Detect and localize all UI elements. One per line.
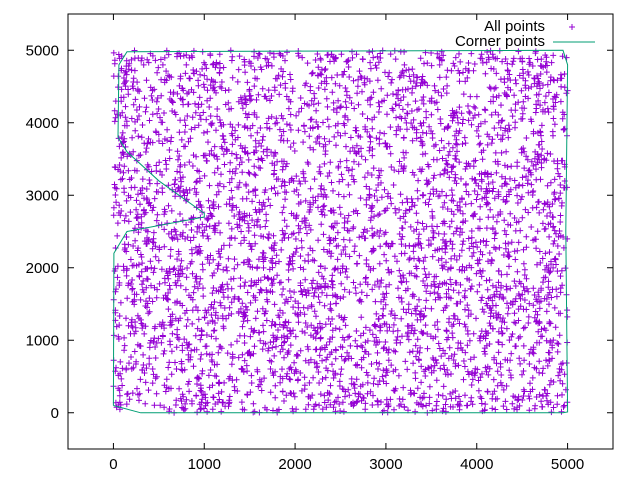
x-tick-label: 1000 <box>188 456 221 473</box>
legend-label-corner-points: Corner points <box>455 33 545 50</box>
all-points-layer <box>110 47 571 416</box>
legend: All points Corner points <box>455 18 595 50</box>
axis-ticks: 0 1000 2000 3000 4000 5000 0 1000 2000 3000 4000 50… <box>26 14 613 473</box>
legend-label-all-points: All points <box>484 18 545 35</box>
legend-marker-all-points <box>569 24 575 30</box>
x-tick-label: 3000 <box>369 456 402 473</box>
all-points-markers <box>110 47 571 416</box>
legend-plus-marker <box>569 24 575 30</box>
plot-frame <box>67 13 614 450</box>
y-tick-label: 2000 <box>26 260 59 277</box>
x-tick-label: 0 <box>109 456 117 473</box>
y-tick-label: 1000 <box>26 332 59 349</box>
x-tick-label: 5000 <box>551 456 584 473</box>
y-tick-label: 4000 <box>26 115 59 132</box>
x-tick-label: 2000 <box>278 456 311 473</box>
y-tick-label: 5000 <box>26 42 59 59</box>
y-tick-label: 3000 <box>26 187 59 204</box>
corner-points-line <box>112 49 569 414</box>
x-tick-label: 4000 <box>460 456 493 473</box>
y-tick-label: 0 <box>51 405 59 422</box>
